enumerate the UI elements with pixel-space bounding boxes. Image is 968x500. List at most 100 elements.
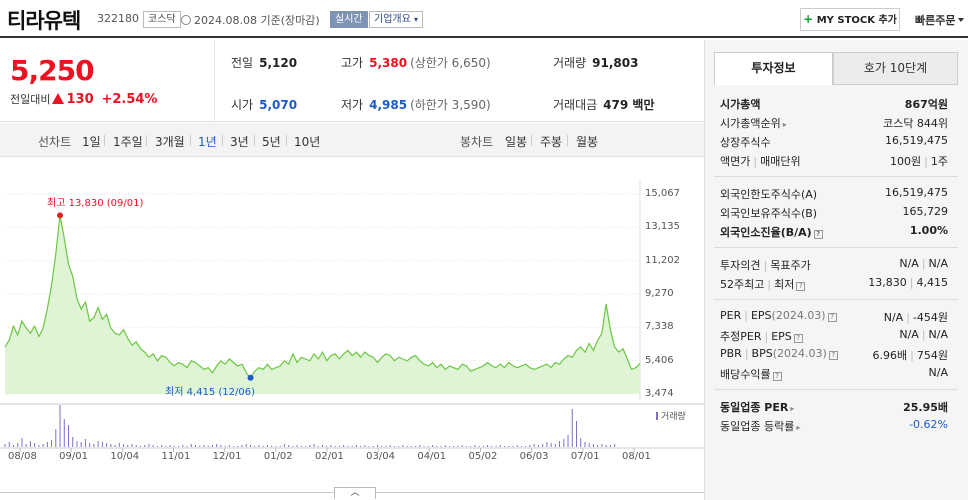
tab-daily[interactable]: 일봉 — [505, 135, 528, 149]
price-chart[interactable]: 최고 13,830 (09/01) 최저 4,415 (12/06) 거래량 1… — [0, 160, 704, 490]
help-icon[interactable]: ? — [796, 282, 806, 291]
help-icon[interactable]: ? — [813, 230, 823, 239]
volume-bar — [347, 446, 349, 447]
tab-10y[interactable]: 10년 — [294, 135, 321, 149]
tab-divider — [567, 135, 568, 146]
listed-shares-label: 상장주식수 — [720, 136, 771, 149]
collapse-chart-button[interactable]: ︿ — [334, 487, 376, 499]
clock-icon — [181, 15, 191, 25]
tab-investment-info[interactable]: 투자정보 — [714, 52, 833, 85]
volume-bar — [199, 446, 201, 447]
up-arrow-icon — [52, 93, 65, 104]
volume-bar — [529, 445, 531, 447]
tab-1w[interactable]: 1주일 — [113, 135, 143, 149]
tab-5y[interactable]: 5년 — [262, 135, 281, 149]
pbr-value: 6.96배 — [872, 349, 908, 362]
volume-bar — [427, 446, 429, 447]
x-tick-label: 07/01 — [570, 451, 600, 462]
realtime-button[interactable]: 실시간 — [330, 11, 368, 28]
volume-bar — [415, 446, 417, 447]
volume-bar — [165, 446, 167, 447]
company-overview-label: 기업개요 — [374, 14, 411, 25]
help-icon[interactable]: ? — [827, 313, 837, 322]
change-percent: +2.54% — [101, 92, 158, 107]
volume-bar — [169, 445, 171, 447]
volume-bar — [8, 442, 10, 447]
help-icon[interactable]: ? — [793, 334, 803, 343]
volume-bar — [72, 437, 74, 447]
open-label: 시가 — [231, 98, 254, 112]
tab-divider — [531, 135, 532, 146]
caret-right-icon: ▸ — [796, 423, 801, 432]
help-icon[interactable]: ? — [772, 372, 782, 381]
listed-shares-value: 16,519,475 — [885, 134, 948, 147]
quick-order-button[interactable]: 빠른주문 — [915, 12, 964, 28]
add-my-stock-button[interactable]: + MY STOCK 추가 — [800, 8, 900, 31]
volume-bar — [135, 445, 137, 447]
volume-bar — [283, 444, 285, 447]
sector-rate-row[interactable]: 동일업종 등락률 ▸ -0.62% — [720, 418, 948, 436]
tab-weekly[interactable]: 주봉 — [540, 135, 563, 149]
volume-bar — [449, 446, 450, 447]
volume-bar — [224, 446, 226, 447]
sector-per-row[interactable]: 동일업종 PER ▸ 25.95배 — [720, 399, 948, 417]
market-cap-rank-row[interactable]: 시가총액순위 ▸ 코스닥 844위 — [720, 115, 948, 133]
target-price-value: N/A — [928, 257, 948, 270]
volume-bar — [334, 446, 336, 447]
est-per-value: N/A — [899, 328, 919, 341]
volume-bar — [220, 445, 222, 447]
y-tick-label: 15,067 — [645, 188, 680, 199]
stock-header: 티라유텍 322180 코스닥 2024.08.08 기준(장마감) 실시간 기… — [0, 0, 968, 38]
volume-bar — [592, 444, 594, 447]
bps-value: 754원 — [916, 349, 948, 362]
y-tick-label: 9,270 — [645, 288, 674, 299]
y-tick-label: 3,474 — [645, 388, 674, 399]
open-value: 5,070 — [259, 98, 298, 112]
volume-bar — [508, 446, 510, 447]
volume-bar — [288, 445, 290, 447]
volume-label: 거래량 — [553, 56, 587, 70]
prev-close: 전일 5,120 — [231, 54, 297, 71]
tab-monthly[interactable]: 월봉 — [576, 135, 599, 149]
volume-bar — [237, 446, 239, 447]
volume-bar — [110, 444, 112, 447]
week52-low-value: 4,415 — [916, 276, 949, 289]
volume-bar — [296, 445, 298, 447]
opinion-row: 투자의견 | 목표주가 N/A | N/A — [720, 257, 948, 272]
opinion-label: 투자의견 — [720, 259, 761, 272]
volume-bar — [326, 446, 328, 447]
date-text: 2024.08.08 기준(장마감) — [181, 12, 320, 28]
tab-order-book[interactable]: 호가 10단계 — [833, 52, 958, 85]
volume-bar — [152, 445, 154, 447]
volume-bar — [25, 444, 27, 447]
volume-bar — [118, 443, 120, 447]
x-tick-label: 08/08 — [8, 451, 37, 462]
volume-bar — [440, 446, 442, 447]
tab-3y[interactable]: 3년 — [230, 135, 249, 149]
week52-high-value: 13,830 — [868, 276, 907, 289]
tab-3m[interactable]: 3개월 — [155, 135, 185, 149]
volume-bar — [63, 419, 65, 447]
volume-bar — [533, 444, 535, 447]
eps-label: EPS — [750, 309, 772, 322]
volume-bar — [233, 446, 235, 447]
volume-bar — [34, 443, 36, 447]
volume-bar — [516, 445, 518, 447]
volume-bar — [211, 445, 213, 447]
volume-bar — [360, 446, 362, 447]
change-label: 전일대비 — [10, 93, 51, 106]
x-tick-label: 10/04 — [110, 451, 140, 462]
market-cap-label: 시가총액 — [720, 98, 761, 111]
volume-bar — [271, 446, 273, 447]
volume-bar — [520, 446, 522, 447]
week52-low-label: 최저 — [774, 278, 795, 291]
volume-bar — [482, 446, 484, 447]
volume-bar — [156, 446, 158, 447]
help-icon[interactable]: ? — [828, 351, 838, 360]
tab-1y[interactable]: 1년 — [198, 135, 217, 149]
divider — [214, 40, 215, 122]
volume-bar — [292, 446, 294, 447]
stock-code: 322180 — [97, 12, 139, 25]
company-overview-dropdown[interactable]: 기업개요 ▾ — [369, 11, 424, 28]
tab-1d[interactable]: 1일 — [82, 135, 101, 149]
